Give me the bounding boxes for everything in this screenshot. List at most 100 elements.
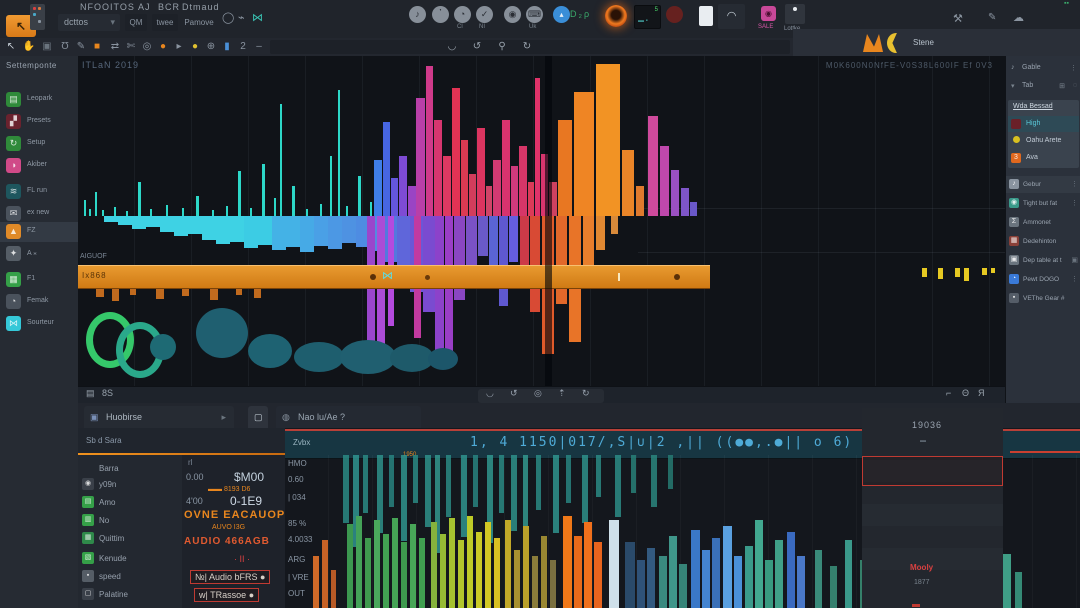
pattern-selector[interactable]: dcttos ▾	[58, 14, 120, 31]
seq-note[interactable]	[625, 542, 635, 608]
inspector-item-dep-table-at-t[interactable]: ▣ Dep table at t ▣	[1006, 252, 1080, 269]
record-idle-button[interactable]	[666, 6, 683, 23]
seq-note[interactable]	[440, 534, 446, 608]
seq-note[interactable]	[712, 538, 720, 608]
blue-play-button[interactable]: ▴	[553, 6, 570, 23]
seq-note[interactable]	[494, 538, 500, 608]
inspector-item-gebur[interactable]: ♪ Gebur ⋮	[1006, 176, 1080, 193]
inspector-item-ammonet[interactable]: Σ Ammonet	[1006, 214, 1080, 231]
seq-note-hanging[interactable]	[596, 455, 601, 497]
knob-panel[interactable]: ◠	[718, 4, 745, 29]
seq-note[interactable]	[1015, 572, 1022, 608]
grid-button-icon[interactable]: ⊞	[1059, 83, 1065, 90]
orange-swatch[interactable]: ■	[93, 41, 101, 52]
metronome-button[interactable]: ♪	[409, 6, 426, 23]
wait-button[interactable]: 𝄒	[432, 6, 449, 23]
seq-note-hanging[interactable]	[401, 455, 407, 541]
zoom-tool[interactable]: ◎	[142, 41, 152, 52]
ring-icon[interactable]: ◯	[222, 12, 235, 24]
sidebar-item-femak[interactable]: ◔ Femak	[0, 292, 78, 312]
seq-note-hanging[interactable]	[615, 455, 621, 517]
item-menu-icon[interactable]: ⋮	[1071, 276, 1078, 283]
sidebar-item-setup[interactable]: ↻ Setup	[0, 134, 78, 154]
sidebar-item-a-[interactable]: ✦ A ⁎	[0, 244, 78, 264]
sidebar-item-leopark[interactable]: ▤ Leopark	[0, 90, 78, 110]
sidebar-item-fz[interactable]: ▲ FZ	[0, 222, 78, 242]
tab-playlist[interactable]: ◍ Nao lu/Ae ?	[276, 406, 421, 428]
item-menu-icon[interactable]: ⋮	[1071, 200, 1078, 207]
seq-note[interactable]	[637, 560, 645, 608]
seq-note[interactable]	[410, 524, 416, 608]
seq-note[interactable]	[679, 564, 687, 608]
slip-tool[interactable]: ⇄	[110, 41, 120, 52]
sidebar-item-ex-new[interactable]: ✉ ex new	[0, 204, 78, 224]
white-clip-button[interactable]	[699, 6, 713, 26]
seq-note[interactable]	[313, 556, 319, 608]
seq-note[interactable]	[609, 520, 619, 608]
grid-mini-icon[interactable]: ▤	[86, 388, 95, 398]
wrench-icon[interactable]: ⚒	[953, 13, 963, 25]
blue-bar-tool[interactable]: ▮	[224, 41, 230, 52]
kebab-menu-icon[interactable]: ⋮	[1070, 65, 1077, 72]
sidebar-item-f1[interactable]: ▦ F1	[0, 270, 78, 290]
seq-note[interactable]	[374, 520, 380, 608]
slash-icon[interactable]: ⌁	[238, 12, 245, 24]
yellow-dot-tool[interactable]: ●	[191, 41, 199, 52]
seq-note[interactable]	[845, 540, 852, 608]
track-row-amo[interactable]: ▤ Amo	[82, 495, 182, 512]
menu-file[interactable]: NFOOITOS	[80, 2, 135, 12]
seq-note-hanging[interactable]	[446, 455, 451, 517]
draw-tool[interactable]: ✎	[76, 41, 86, 52]
seq-note-hanging[interactable]	[389, 455, 394, 507]
cloud-icon[interactable]: ☁	[1013, 12, 1024, 24]
seq-note-hanging[interactable]	[425, 455, 431, 527]
track-row-y09n[interactable]: ◉ y09n	[82, 477, 182, 494]
seq-note[interactable]	[659, 556, 667, 608]
seq-note[interactable]	[723, 526, 732, 608]
seq-note[interactable]	[584, 522, 592, 608]
smile-icon[interactable]: ◡	[447, 41, 457, 52]
seq-note[interactable]	[392, 518, 398, 608]
panel-tool[interactable]: ▣	[42, 41, 52, 52]
group-item-high[interactable]: High	[1008, 116, 1079, 132]
seq-note-hanging[interactable]	[499, 455, 504, 513]
tab-mini-button[interactable]: ▢	[248, 406, 268, 428]
cycle-mini-icon[interactable]: Θ	[962, 388, 970, 398]
seq-note[interactable]	[702, 550, 710, 608]
seq-note-hanging[interactable]	[363, 455, 368, 513]
target-tool[interactable]: ⊕	[206, 41, 216, 52]
pink-clip-button[interactable]: ◉	[761, 6, 776, 21]
two-tool[interactable]: 2	[240, 41, 246, 52]
seq-note-hanging[interactable]	[435, 455, 440, 553]
seq-note-hanging[interactable]	[511, 455, 517, 531]
seq-note[interactable]	[523, 526, 529, 608]
snap-mini-label[interactable]: 8S	[102, 388, 114, 398]
track-row-speed[interactable]: ▪ speed	[82, 569, 182, 586]
audio-clip-bar[interactable]: Ix868 ⋈	[78, 265, 710, 289]
clip-property-10[interactable]: №| Audio bFRS ●	[190, 570, 271, 584]
main-tool-button[interactable]: ↖	[6, 15, 36, 37]
menu-edit[interactable]: AJ	[138, 2, 151, 12]
track-row-kenude[interactable]: ▧ Kenude	[82, 551, 182, 568]
seq-note[interactable]	[514, 550, 520, 608]
seq-note[interactable]	[541, 536, 547, 608]
seq-note-hanging[interactable]	[523, 455, 528, 547]
inspector-item-pewt-dogo[interactable]: ◔ Pewt DOGO ⋮	[1006, 271, 1080, 288]
seq-note[interactable]	[787, 532, 795, 608]
seq-note[interactable]	[347, 524, 353, 608]
paint-tool[interactable]: ✋	[22, 41, 36, 52]
seq-note[interactable]	[485, 522, 491, 608]
slice-tool[interactable]: ✄	[126, 41, 136, 52]
seq-note[interactable]	[1003, 554, 1011, 608]
track-row-no[interactable]: ▥ No	[82, 513, 182, 530]
seq-note[interactable]	[775, 540, 783, 608]
circle-button-icon[interactable]: ◌	[1072, 82, 1077, 89]
seq-note[interactable]	[365, 538, 371, 608]
seq-note[interactable]	[331, 570, 336, 608]
menu-options[interactable]: Dtmaud	[182, 2, 220, 12]
qm-button[interactable]: QM	[125, 14, 147, 31]
seq-note[interactable]	[563, 516, 572, 608]
seq-note[interactable]	[734, 556, 742, 608]
seq-note[interactable]	[419, 538, 425, 608]
waveform-editor[interactable]: Ix868 ⋈ ITLaN 2019 M0K600N0NfFE-V0S38L60…	[78, 56, 1005, 386]
